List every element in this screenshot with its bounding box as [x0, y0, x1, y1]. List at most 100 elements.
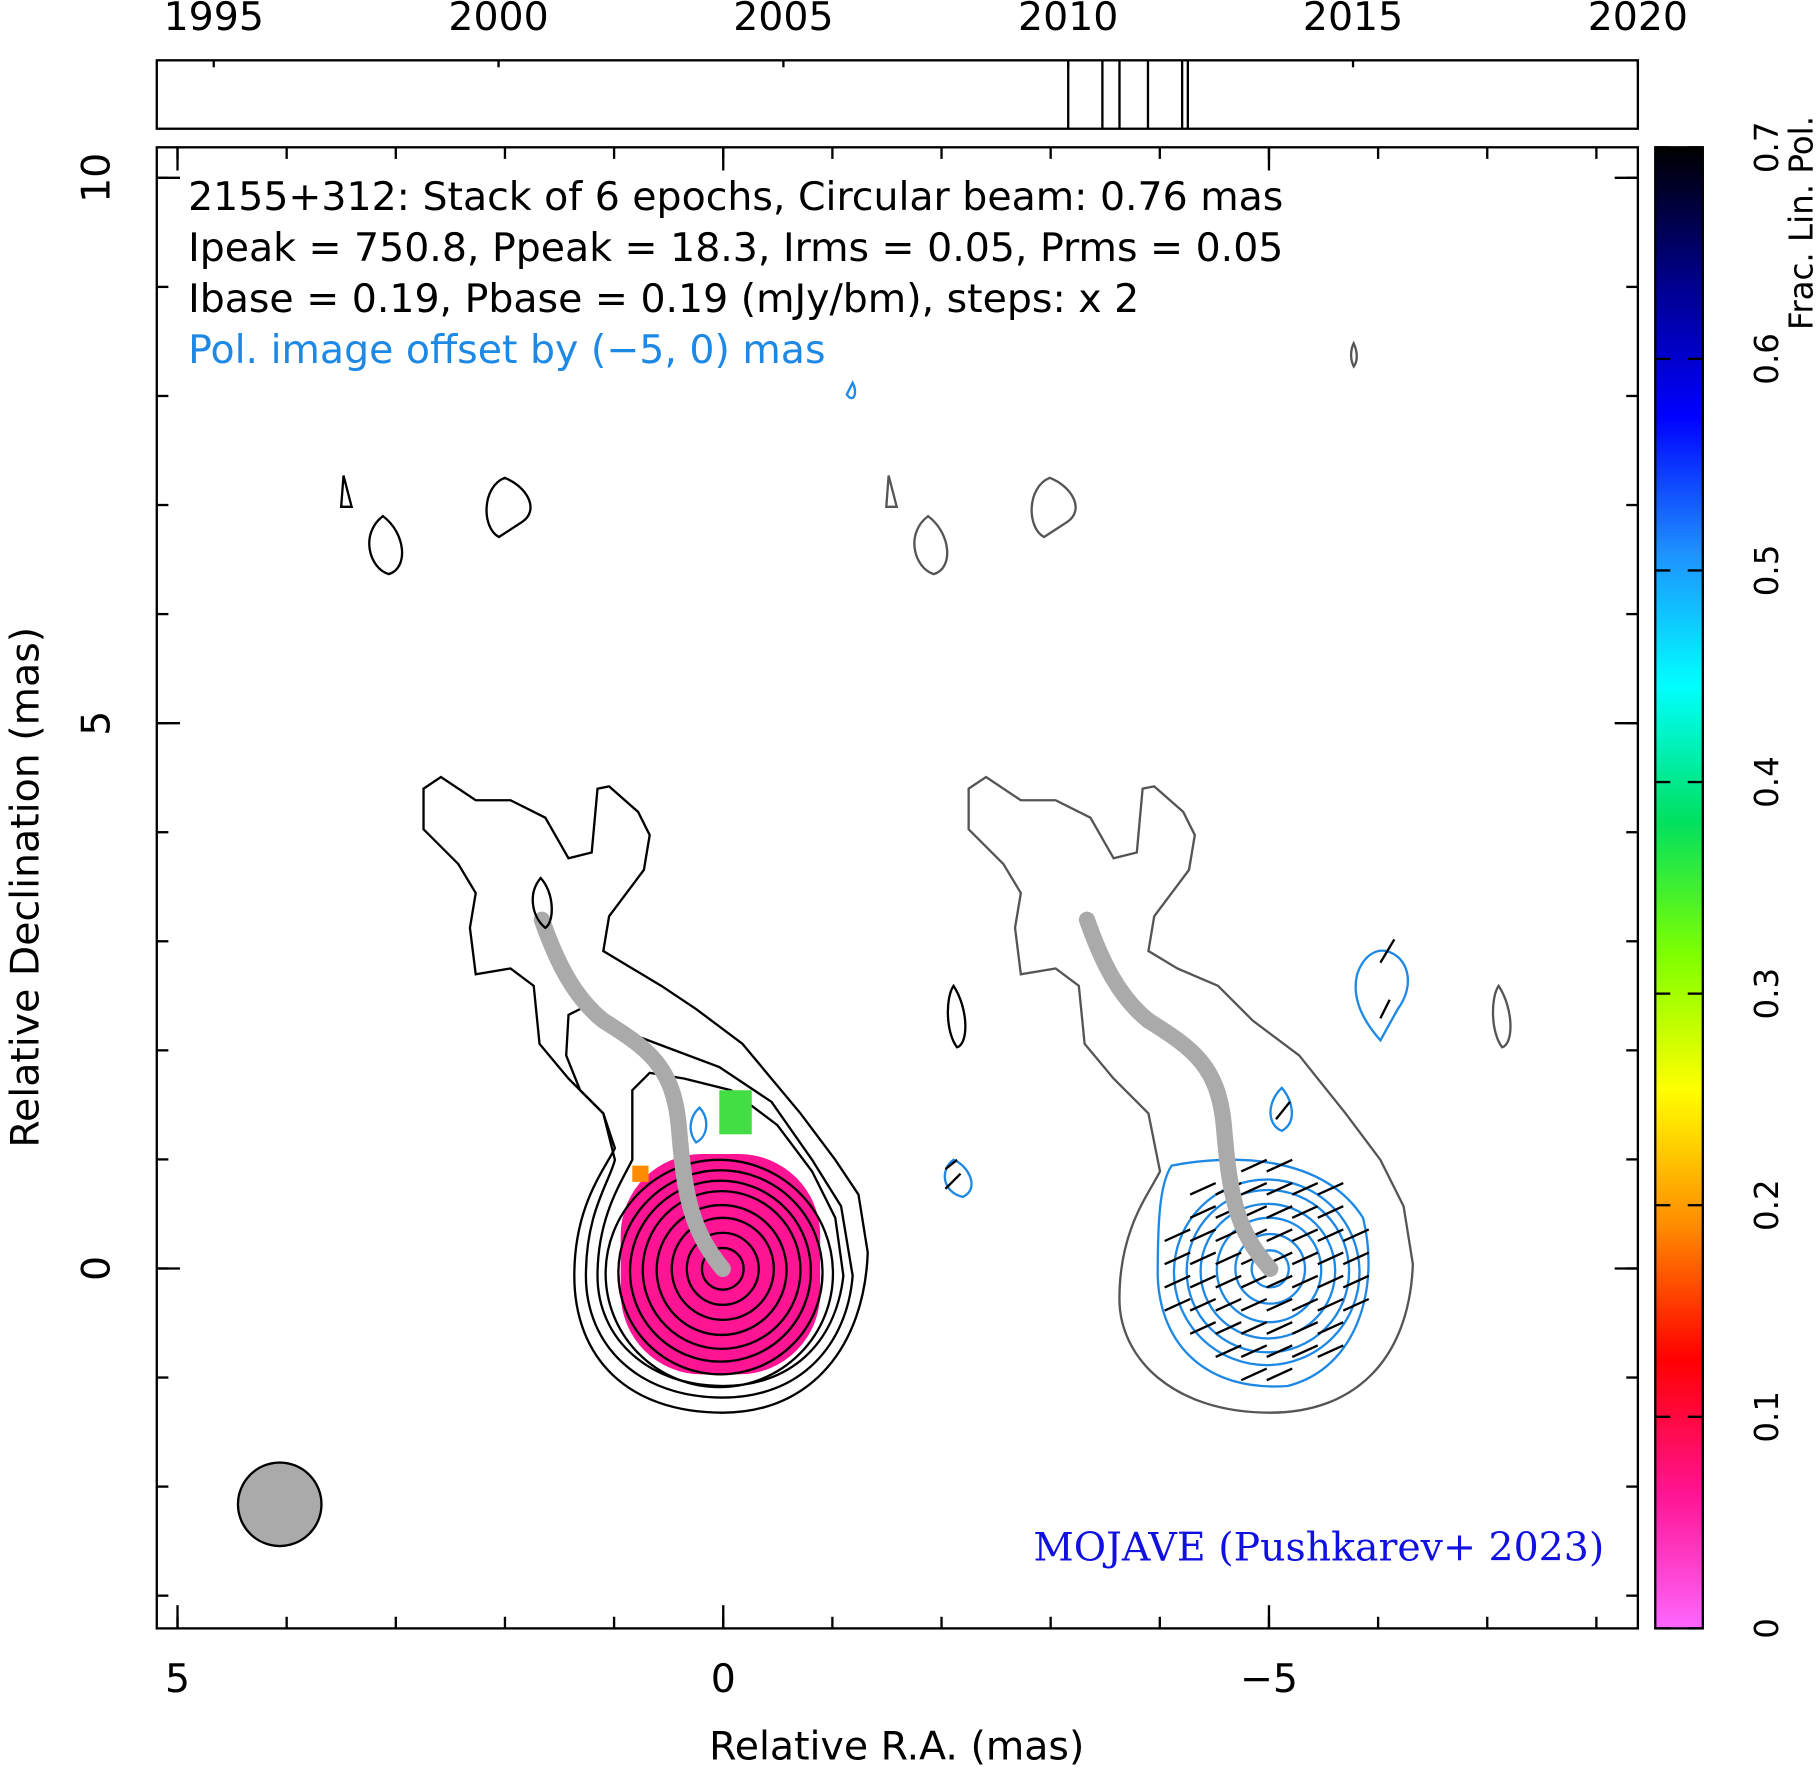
evpa-tick [1240, 1181, 1268, 1196]
credit: MOJAVE (Pushkarev+ 2023) [1033, 1525, 1604, 1571]
evpa-tick [1215, 1344, 1242, 1359]
evpa-tick [1317, 1274, 1344, 1289]
annotation: Ibase = 0.19, Pbase = 0.19 (mJy/bm), ste… [188, 276, 1139, 322]
evpa-tick [1189, 1321, 1217, 1335]
evpa-tick [1266, 1274, 1293, 1289]
evpa-tick [1266, 1158, 1293, 1173]
contour [422, 775, 869, 1414]
plot-frame [155, 146, 1640, 1630]
beam [236, 1461, 323, 1548]
chart-title: 2155+312: Stack of 6 epochs, Circular be… [188, 174, 1283, 220]
colorbar-tick-label: 0.6 [1748, 333, 1786, 385]
evpa-ticks [944, 938, 1396, 1382]
evpa-tick [1342, 1297, 1370, 1312]
evpa-tick [1342, 1228, 1370, 1243]
evpa-tick [1189, 1251, 1217, 1266]
evpa-tick [1266, 1321, 1293, 1335]
evpa-tick [1240, 1274, 1268, 1289]
evpa-tick [1317, 1205, 1344, 1219]
contour [339, 475, 967, 1049]
contour [565, 1001, 854, 1399]
colorbar-tick-label: 0.2 [1748, 1179, 1786, 1231]
colorbar [1654, 146, 1704, 1630]
evpa-tick [1291, 1181, 1319, 1196]
contour [967, 775, 1415, 1414]
y-tick-label: 10 [73, 153, 119, 203]
evpa-tick [1240, 1297, 1268, 1312]
evpa-tick [1291, 1251, 1319, 1266]
evpa-tick [1240, 1158, 1268, 1173]
evpa-tick [1164, 1297, 1191, 1312]
x-tick-label: −5 [1240, 1656, 1298, 1702]
pol-pixels [719, 1090, 752, 1135]
evpa-tick [1266, 1367, 1293, 1382]
evpa-tick [1379, 999, 1391, 1019]
evpa-tick [1379, 938, 1396, 964]
evpa-tick [1189, 1205, 1217, 1219]
contour [885, 340, 1512, 1049]
evpa-tick [1266, 1205, 1293, 1219]
pol-contour-set [1156, 949, 1410, 1388]
evpa-tick [1266, 1228, 1293, 1243]
evpa-tick [1317, 1321, 1344, 1335]
colorbar-tick-label: 0.5 [1748, 545, 1786, 597]
y-axis-label: Relative Declination (mas) [3, 627, 49, 1148]
evpa-tick [1189, 1274, 1217, 1289]
evpa-tick [1291, 1205, 1319, 1219]
timeline-frame [155, 59, 1640, 130]
ridge-line [1078, 911, 1279, 1277]
evpa-tick [1215, 1274, 1242, 1289]
evpa-tick [944, 1172, 962, 1190]
evpa-tick [1291, 1274, 1319, 1289]
evpa-tick [1317, 1344, 1344, 1359]
evpa-tick [1164, 1274, 1191, 1289]
evpa-tick [944, 1158, 958, 1171]
evpa-tick [1317, 1297, 1344, 1312]
evpa-tick [1317, 1228, 1344, 1243]
evpa-tick [1240, 1321, 1268, 1335]
evpa-tick [1291, 1321, 1319, 1335]
evpa-tick [1164, 1228, 1191, 1243]
evpa-tick [1275, 1101, 1291, 1120]
evpa-tick [1342, 1274, 1370, 1289]
evpa-tick [1240, 1367, 1268, 1382]
evpa-tick [1189, 1228, 1217, 1243]
colorbar-tick-label: 0.3 [1748, 968, 1786, 1020]
x-axis-label: Relative R.A. (mas) [709, 1724, 1084, 1770]
colorbar-tick-label: 0.1 [1748, 1391, 1786, 1443]
x-tick-label: 5 [165, 1656, 190, 1702]
evpa-tick [1215, 1297, 1242, 1312]
evpa-tick [1215, 1321, 1242, 1335]
pol-contour [689, 380, 973, 1199]
timeline-tick-label: 2000 [448, 0, 548, 40]
annotation: Pol. image offset by (−5, 0) mas [188, 327, 825, 373]
colorbar-tick-label: 0.4 [1748, 756, 1786, 808]
colorbar-label: Frac. Lin. Pol. [1783, 116, 1819, 330]
annotation: Ipeak = 750.8, Ppeak = 18.3, Irms = 0.05… [188, 225, 1283, 271]
evpa-tick [1317, 1251, 1344, 1266]
y-tick-label: 5 [73, 711, 119, 736]
evpa-tick [1266, 1181, 1293, 1196]
evpa-tick [1342, 1251, 1370, 1266]
y-tick-label: 0 [73, 1256, 119, 1281]
evpa-tick [1266, 1297, 1293, 1312]
evpa-tick [1215, 1251, 1242, 1266]
pol-pixels [632, 1165, 649, 1182]
evpa-tick [1189, 1297, 1217, 1312]
evpa-tick [1240, 1344, 1268, 1359]
contour [596, 1071, 845, 1388]
timeline-tick-label: 2010 [1018, 0, 1118, 40]
image-layer [236, 340, 1512, 1548]
evpa-tick [1291, 1344, 1319, 1359]
evpa-tick [1291, 1228, 1319, 1243]
colorbar-tick-label: 0.7 [1748, 121, 1786, 173]
timeline-tick-label: 2015 [1303, 0, 1403, 40]
evpa-tick [1317, 1181, 1344, 1196]
timeline-tick-label: 1995 [164, 0, 264, 40]
evpa-tick [1189, 1181, 1217, 1196]
evpa-tick [1164, 1251, 1191, 1266]
colorbar-tick-label: 0 [1748, 1618, 1786, 1639]
contour-set [604, 1158, 835, 1389]
